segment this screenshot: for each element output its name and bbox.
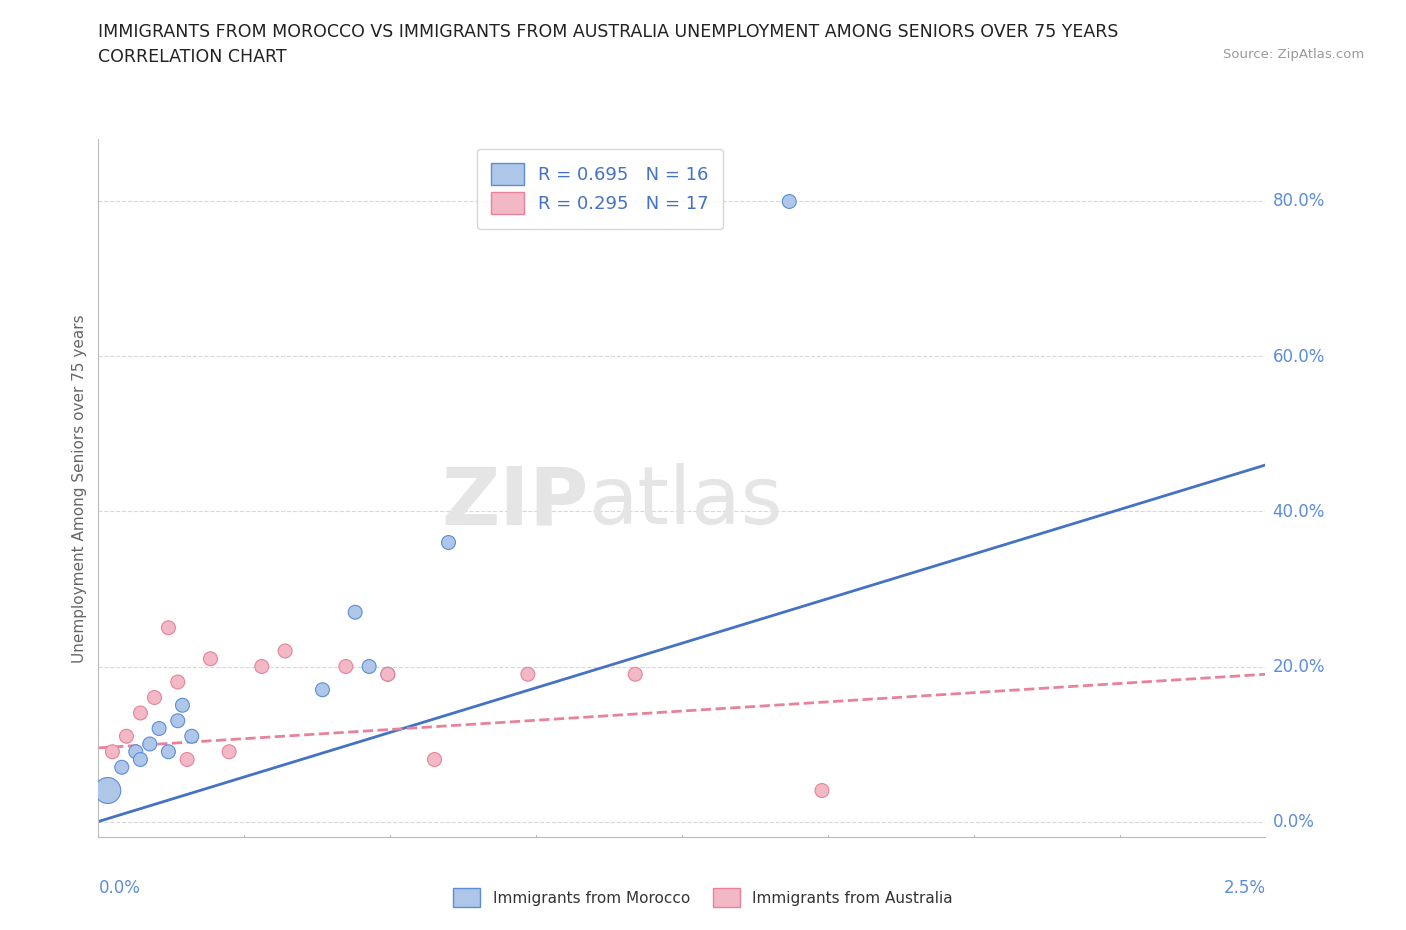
Point [129, 706, 152, 721]
Text: 60.0%: 60.0% [1272, 348, 1324, 365]
Text: Source: ZipAtlas.com: Source: ZipAtlas.com [1223, 48, 1364, 61]
Point [335, 659, 357, 674]
Text: ZIP: ZIP [441, 463, 589, 541]
Text: 80.0%: 80.0% [1272, 193, 1324, 210]
Point [97, 783, 120, 798]
Point [143, 690, 166, 705]
Point [139, 737, 162, 751]
Text: CORRELATION CHART: CORRELATION CHART [98, 48, 287, 66]
Point [624, 667, 647, 682]
Point [101, 744, 124, 759]
Point [200, 651, 222, 666]
Point [423, 752, 446, 767]
Point [516, 667, 538, 682]
Point [115, 729, 138, 744]
Point [125, 744, 148, 759]
Text: IMMIGRANTS FROM MOROCCO VS IMMIGRANTS FROM AUSTRALIA UNEMPLOYMENT AMONG SENIORS : IMMIGRANTS FROM MOROCCO VS IMMIGRANTS FR… [98, 23, 1119, 41]
Point [218, 744, 240, 759]
Point [166, 713, 188, 728]
Text: 20.0%: 20.0% [1272, 658, 1324, 675]
Text: 0.0%: 0.0% [1272, 813, 1315, 830]
Point [180, 729, 202, 744]
Point [778, 194, 800, 209]
Point [250, 659, 273, 674]
Text: 2.5%: 2.5% [1223, 879, 1265, 897]
Y-axis label: Unemployment Among Seniors over 75 years: Unemployment Among Seniors over 75 years [72, 314, 87, 662]
Point [157, 744, 180, 759]
Point [344, 604, 367, 619]
Point [148, 721, 170, 736]
Text: atlas: atlas [589, 463, 783, 541]
Point [157, 620, 180, 635]
Point [377, 667, 399, 682]
Legend: R = 0.695   N = 16, R = 0.295   N = 17: R = 0.695 N = 16, R = 0.295 N = 17 [477, 149, 724, 229]
Text: 40.0%: 40.0% [1272, 502, 1324, 521]
Point [359, 659, 381, 674]
Point [437, 535, 460, 550]
Text: 0.0%: 0.0% [98, 879, 141, 897]
Legend: Immigrants from Morocco, Immigrants from Australia: Immigrants from Morocco, Immigrants from… [447, 883, 959, 913]
Point [172, 698, 194, 712]
Point [377, 667, 399, 682]
Point [274, 644, 297, 658]
Point [311, 683, 333, 698]
Point [811, 783, 834, 798]
Point [129, 752, 152, 767]
Point [166, 674, 188, 689]
Point [176, 752, 198, 767]
Point [111, 760, 134, 775]
